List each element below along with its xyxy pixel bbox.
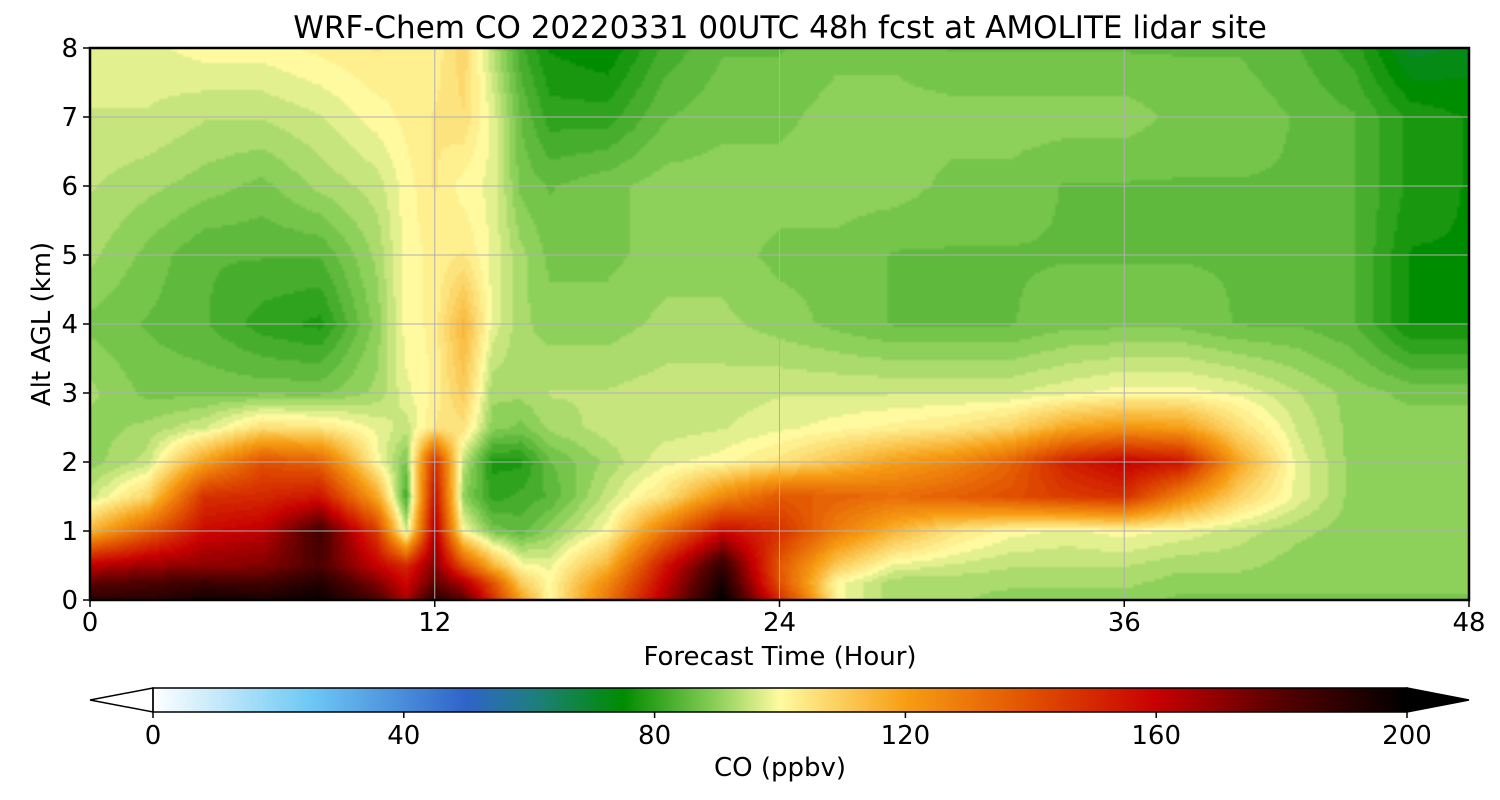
y-tick-label: 2 — [61, 448, 78, 478]
y-tick-label: 5 — [61, 241, 78, 271]
x-axis: 0 12 24 36 48 — [82, 600, 1486, 638]
y-tick-label: 3 — [61, 379, 78, 409]
colorbar-upper-extension — [1406, 687, 1470, 713]
y-tick-label: 0 — [61, 586, 78, 616]
colorbar-frame — [152, 687, 1408, 713]
colorbar-ticks: 0 40 80 120 160 200 — [145, 712, 1432, 751]
y-axis: 0 1 2 3 4 5 6 7 8 — [61, 34, 90, 616]
x-tick-label: 0 — [82, 608, 99, 638]
colorbar: 0 40 80 120 160 200 CO (ppbv) — [89, 687, 1470, 783]
x-tick-label: 12 — [418, 608, 451, 638]
chart-title: WRF-Chem CO 20220331 00UTC 48h fcst at A… — [293, 10, 1267, 46]
y-tick-label: 8 — [61, 34, 78, 64]
x-tick-label: 36 — [1108, 608, 1141, 638]
y-tick-label: 7 — [61, 103, 78, 133]
colorbar-lower-extension — [89, 687, 154, 713]
colorbar-tick-label: 40 — [387, 721, 420, 751]
colorbar-tick-label: 200 — [1382, 721, 1432, 751]
x-axis-label: Forecast Time (Hour) — [643, 642, 916, 672]
x-tick-label: 48 — [1452, 608, 1485, 638]
colorbar-tick-label: 120 — [881, 721, 931, 751]
colorbar-tick-label: 80 — [638, 721, 671, 751]
colorbar-tick-label: 160 — [1131, 721, 1181, 751]
colorbar-label: CO (ppbv) — [714, 753, 846, 783]
y-axis-label: Alt AGL (km) — [27, 242, 57, 406]
x-tick-label: 24 — [763, 608, 796, 638]
y-tick-label: 6 — [61, 172, 78, 202]
colorbar-gradient — [153, 688, 1407, 712]
y-tick-label: 1 — [61, 517, 78, 547]
grid-lines — [90, 48, 1469, 600]
y-tick-label: 4 — [61, 310, 78, 340]
colorbar-tick-label: 0 — [145, 721, 162, 751]
